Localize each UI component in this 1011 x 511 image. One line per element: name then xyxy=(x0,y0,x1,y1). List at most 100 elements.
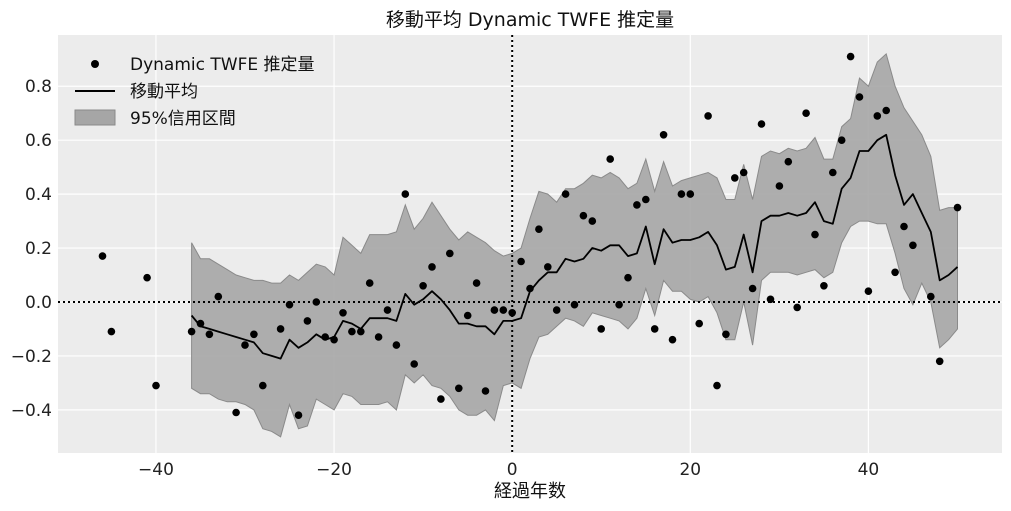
scatter-point xyxy=(410,360,419,368)
scatter-point xyxy=(205,330,214,339)
scatter-point xyxy=(339,309,347,317)
scatter-point xyxy=(143,273,151,282)
moving-average-line xyxy=(190,133,959,360)
scatter-point xyxy=(508,309,516,317)
y-tick-label: 0.6 xyxy=(25,131,52,151)
scatter-point xyxy=(490,306,499,314)
scatter-point xyxy=(285,300,294,309)
scatter-point xyxy=(695,319,703,328)
scatter-point xyxy=(526,284,534,293)
credible-interval-band xyxy=(191,52,958,438)
scatter-point xyxy=(953,203,962,212)
scatter-point xyxy=(686,190,695,198)
scatter-point xyxy=(294,411,303,420)
y-tick-label: −0.4 xyxy=(11,401,52,421)
x-tick-labels: −40 −20 0 20 40 xyxy=(138,460,879,480)
scatter-point xyxy=(383,306,392,314)
scatter-point xyxy=(579,211,588,220)
scatter-point xyxy=(374,333,383,341)
scatter-point xyxy=(348,327,356,336)
x-tick-label: 40 xyxy=(858,460,880,480)
scatter-point xyxy=(873,112,882,120)
scatter-point xyxy=(927,292,935,301)
legend-label-line: 移動平均 xyxy=(130,82,198,102)
scatter-point xyxy=(935,357,944,366)
scatter-point xyxy=(820,282,828,290)
scatter-point xyxy=(606,155,614,163)
reference-lines xyxy=(58,35,1002,453)
x-axis-label: 経過年数 xyxy=(494,481,566,502)
scatter-point xyxy=(597,325,605,333)
scatter-point xyxy=(312,298,321,306)
scatter-point xyxy=(864,287,873,296)
scatter-point xyxy=(232,408,240,417)
scatter-point xyxy=(704,112,712,120)
scatter-point xyxy=(401,190,410,198)
scatter-point xyxy=(365,279,374,287)
scatter-point xyxy=(882,106,890,115)
scatter-point xyxy=(802,109,810,117)
scatter-point xyxy=(392,341,401,349)
scatter-point xyxy=(837,136,846,144)
scatter-point xyxy=(472,279,481,287)
x-tick-label: −40 xyxy=(138,460,174,480)
scatter-point xyxy=(196,319,205,328)
scatter-point xyxy=(499,306,508,314)
scatter-point xyxy=(187,327,196,336)
scatter-point xyxy=(722,330,730,339)
scatter-point xyxy=(659,131,668,139)
moving-average-layer xyxy=(190,133,959,360)
scatter-point xyxy=(615,300,623,309)
scatter-point xyxy=(891,268,899,277)
credible-band-layer xyxy=(191,52,958,438)
y-tick-label: 0.2 xyxy=(25,239,52,259)
scatter-point xyxy=(98,252,107,260)
scatter-point xyxy=(250,330,258,339)
scatter-point xyxy=(757,120,766,128)
scatter-point xyxy=(276,325,285,333)
scatter-point xyxy=(784,157,793,166)
scatter-point xyxy=(214,292,223,301)
scatter-point xyxy=(775,182,784,190)
scatter-point xyxy=(793,303,801,312)
y-tick-labels: −0.4 −0.2 0.0 0.2 0.4 0.6 0.8 xyxy=(11,77,52,421)
chart-title: 移動平均 Dynamic TWFE 推定量 xyxy=(386,9,674,31)
legend-label-scatter: Dynamic TWFE 推定量 xyxy=(130,55,315,75)
scatter-point xyxy=(668,335,677,344)
scatter-point xyxy=(455,384,463,393)
scatter-point xyxy=(321,333,330,341)
scatter-point xyxy=(561,190,570,198)
scatter-point xyxy=(677,190,686,198)
scatter-point xyxy=(766,295,775,304)
scatter-point xyxy=(428,263,436,271)
scatter-point xyxy=(463,311,472,320)
scatter-point xyxy=(739,168,748,177)
scatter-point xyxy=(446,249,454,258)
scatter-point xyxy=(846,52,855,61)
scatter-point xyxy=(357,327,365,336)
scatter-point xyxy=(552,306,561,314)
legend-label-band: 95%信用区間 xyxy=(130,109,236,129)
y-tick-label: −0.2 xyxy=(11,347,52,367)
scatter-point xyxy=(437,395,445,403)
scatter-point xyxy=(303,317,312,325)
scatter-point xyxy=(900,222,908,231)
scatter-point xyxy=(152,381,160,390)
scatter-point xyxy=(481,387,490,395)
scatter-point xyxy=(107,327,116,336)
scatter-point xyxy=(544,263,552,271)
legend-marker-band xyxy=(74,109,116,126)
scatter-point xyxy=(570,300,579,309)
x-tick-label: −20 xyxy=(316,460,352,480)
x-tick-label: 20 xyxy=(679,460,701,480)
x-tick-label: 0 xyxy=(507,460,518,480)
scatter-point xyxy=(713,381,721,390)
scatter-point xyxy=(650,325,659,333)
scatter-point xyxy=(633,201,641,209)
scatter-point xyxy=(535,225,543,233)
y-tick-label: 0.4 xyxy=(25,185,52,205)
scatter-point xyxy=(259,381,267,390)
legend-marker-scatter xyxy=(91,60,99,68)
scatter-point xyxy=(855,93,864,101)
